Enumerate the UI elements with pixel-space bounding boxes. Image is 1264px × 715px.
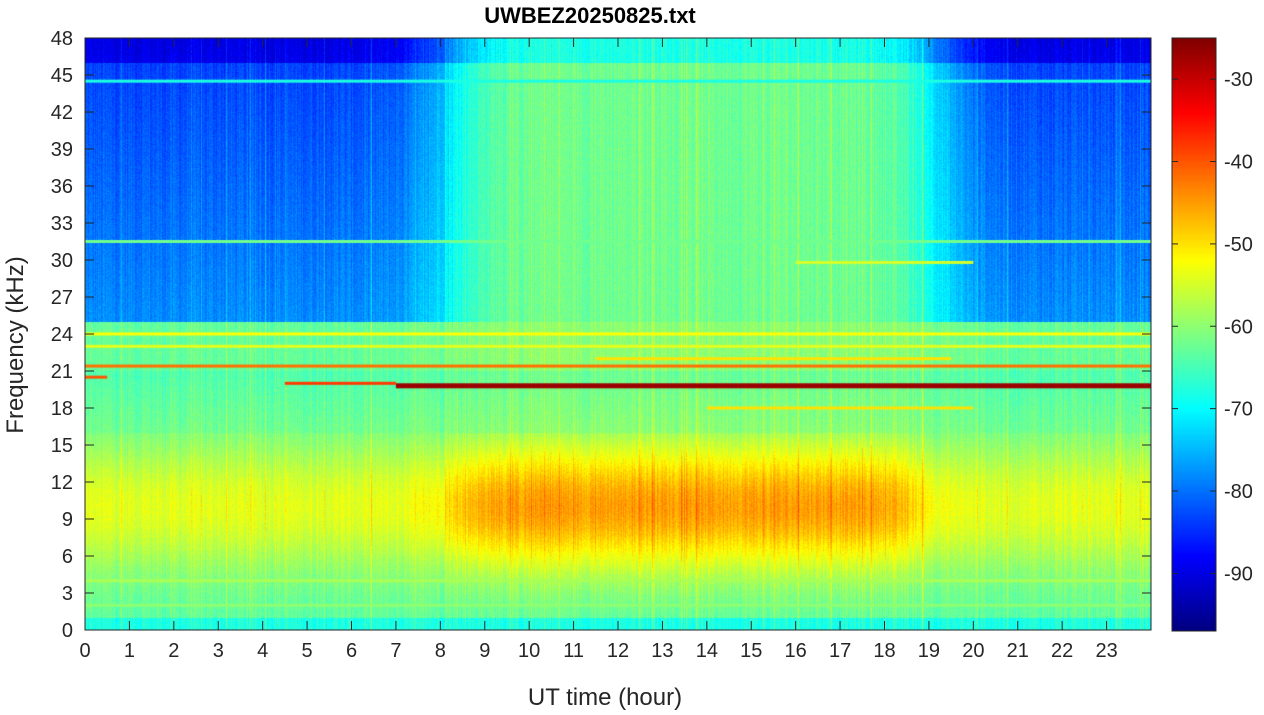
colorbar: -30 -40 -50 -60 -70 -80 -90 bbox=[1171, 37, 1253, 632]
colorbar-tick-label: -90 bbox=[1224, 563, 1253, 585]
x-tick-label: 17 bbox=[829, 640, 851, 662]
colorbar-tick-label: -50 bbox=[1224, 234, 1253, 256]
y-axis-label: Frequency (kHz) bbox=[2, 256, 29, 433]
colorbar-tick-label: -40 bbox=[1224, 152, 1253, 174]
y-tick-label: 45 bbox=[51, 65, 73, 87]
x-tick-label: 15 bbox=[740, 640, 762, 662]
x-tick-label: 18 bbox=[873, 640, 895, 662]
y-tick-label: 21 bbox=[51, 361, 73, 383]
x-tick-label: 22 bbox=[1051, 640, 1073, 662]
x-tick-label: 19 bbox=[918, 640, 940, 662]
chart-title: UWBEZ20250825.txt bbox=[484, 3, 696, 28]
colorbar-gradient bbox=[1172, 38, 1216, 631]
x-tick-label: 6 bbox=[346, 640, 357, 662]
x-tick-label: 0 bbox=[79, 640, 90, 662]
heatmap-image bbox=[85, 38, 1151, 630]
y-tick-label: 3 bbox=[62, 583, 73, 605]
x-tick-label: 8 bbox=[435, 640, 446, 662]
x-tick-label: 4 bbox=[257, 640, 268, 662]
colorbar-tick-label: -80 bbox=[1224, 481, 1253, 503]
y-tick-label: 0 bbox=[62, 620, 73, 642]
x-tick-label: 10 bbox=[518, 640, 540, 662]
y-tick-label: 12 bbox=[51, 472, 73, 494]
y-tick-label: 18 bbox=[51, 398, 73, 420]
y-tick-label: 30 bbox=[51, 250, 73, 272]
x-tick-label: 9 bbox=[479, 640, 490, 662]
y-tick-label: 36 bbox=[51, 176, 73, 198]
x-tick-label: 2 bbox=[168, 640, 179, 662]
plot-area bbox=[84, 37, 1152, 631]
y-tick-label: 24 bbox=[51, 324, 73, 346]
colorbar-tick-label: -70 bbox=[1224, 399, 1253, 421]
colorbar-ticks: -30 -40 -50 -60 -70 -80 -90 bbox=[1172, 69, 1253, 585]
x-axis-label: UT time (hour) bbox=[528, 684, 682, 711]
x-axis: 0 1 2 3 4 5 6 7 8 9 10 11 12 13 14 15 16 17 18 19 20 21 22 23 bbox=[79, 38, 1118, 662]
x-tick-label: 1 bbox=[124, 640, 135, 662]
x-tick-label: 13 bbox=[651, 640, 673, 662]
y-tick-label: 15 bbox=[51, 435, 73, 457]
x-tick-label: 23 bbox=[1095, 640, 1117, 662]
x-tick-label: 14 bbox=[696, 640, 718, 662]
y-tick-label: 9 bbox=[62, 509, 73, 531]
colorbar-tick-label: -30 bbox=[1224, 69, 1253, 91]
colorbar-frame bbox=[1171, 37, 1217, 632]
y-tick-label: 27 bbox=[51, 287, 73, 309]
x-tick-label: 5 bbox=[302, 640, 313, 662]
x-tick-label: 7 bbox=[390, 640, 401, 662]
x-tick-label: 21 bbox=[1007, 640, 1029, 662]
y-tick-label: 39 bbox=[51, 139, 73, 161]
x-tick-label: 16 bbox=[785, 640, 807, 662]
x-tick-label: 11 bbox=[563, 640, 584, 662]
y-tick-label: 42 bbox=[51, 102, 73, 124]
y-tick-label: 33 bbox=[51, 213, 73, 235]
y-tick-label: 6 bbox=[62, 546, 73, 568]
x-tick-label: 12 bbox=[607, 640, 629, 662]
y-tick-label: 48 bbox=[51, 28, 73, 50]
x-tick-label: 20 bbox=[962, 640, 984, 662]
colorbar-tick-label: -60 bbox=[1224, 316, 1253, 338]
x-tick-label: 3 bbox=[213, 640, 224, 662]
